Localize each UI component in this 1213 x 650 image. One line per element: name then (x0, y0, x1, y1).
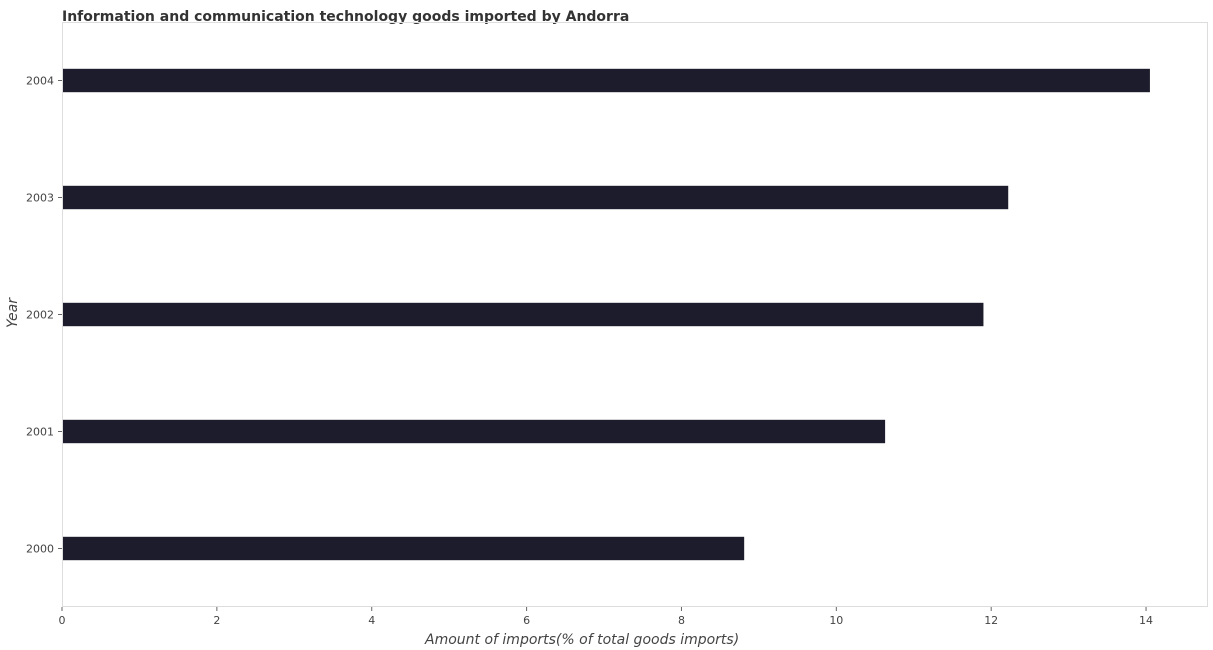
axes-layer (62, 22, 1208, 607)
x-tick-label: 10 (829, 614, 843, 627)
y-axis-title: Year (5, 297, 21, 328)
bar-2000 (62, 536, 745, 561)
y-tick-label: 2002 (26, 309, 54, 322)
x-ticks: 0 2 4 6 8 10 12 14 (59, 607, 1153, 627)
x-tick-label: 2 (213, 614, 220, 627)
y-tick-label: 2004 (26, 75, 54, 88)
x-tick-label: 6 (523, 614, 530, 627)
x-axis-title: Amount of imports(% of total goods impor… (424, 632, 739, 648)
y-ticks: 2000 2001 2002 2003 2004 (26, 75, 62, 556)
chart-title: Information and communication technology… (62, 9, 630, 25)
y-tick-label: 2003 (26, 192, 54, 205)
x-tick-label: 8 (678, 614, 685, 627)
bar-2001 (62, 419, 886, 444)
bars-layer (62, 68, 1150, 561)
y-tick-label: 2000 (26, 543, 54, 556)
x-tick-label: 14 (1139, 614, 1153, 627)
y-tick-label: 2001 (26, 426, 54, 439)
bar-2004 (62, 68, 1150, 93)
x-tick-label: 4 (368, 614, 375, 627)
bar-2002 (62, 302, 984, 327)
x-tick-label: 12 (984, 614, 998, 627)
bar-2003 (62, 185, 1009, 210)
x-tick-label: 0 (59, 614, 66, 627)
